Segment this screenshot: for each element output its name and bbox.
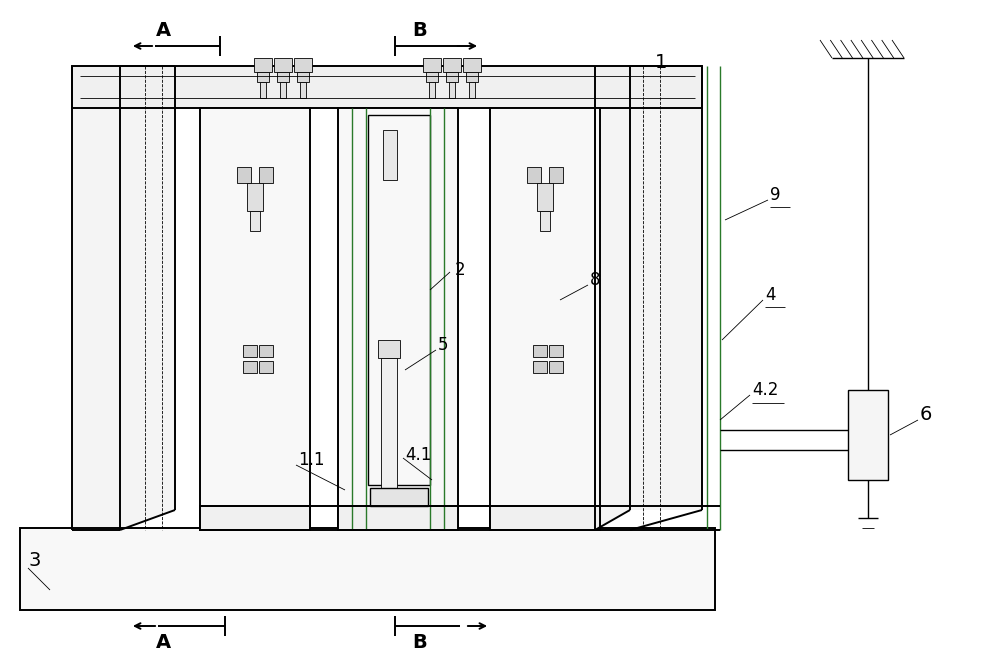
Bar	[449, 82, 455, 98]
Bar	[277, 72, 289, 82]
Bar	[402, 167, 416, 183]
Bar	[254, 58, 272, 72]
Bar	[549, 167, 563, 183]
Bar	[200, 108, 310, 530]
Text: 5: 5	[438, 336, 448, 354]
Bar	[446, 72, 458, 82]
Bar	[393, 211, 403, 231]
Bar	[259, 345, 273, 357]
Bar	[533, 345, 547, 357]
Bar	[274, 58, 292, 72]
Bar	[383, 130, 397, 180]
Bar	[490, 506, 600, 530]
Polygon shape	[72, 66, 175, 530]
Bar	[549, 345, 563, 357]
Bar	[294, 58, 312, 72]
Bar	[259, 167, 273, 183]
Bar	[537, 183, 553, 211]
Bar	[533, 361, 547, 373]
Bar	[200, 506, 310, 530]
Bar	[370, 488, 428, 506]
Bar	[260, 82, 266, 98]
Bar	[243, 345, 257, 357]
Bar	[490, 108, 600, 530]
Bar	[300, 82, 306, 98]
Text: 2: 2	[455, 261, 466, 279]
Bar	[402, 361, 416, 373]
Bar	[378, 340, 400, 358]
Bar	[386, 361, 400, 373]
Bar	[338, 506, 458, 530]
Bar	[423, 58, 441, 72]
Text: A: A	[155, 634, 171, 653]
Text: 4.2: 4.2	[752, 381, 778, 399]
Bar	[72, 66, 702, 108]
Bar	[237, 167, 251, 183]
Bar	[259, 361, 273, 373]
Text: 9: 9	[770, 186, 780, 204]
Bar	[243, 361, 257, 373]
Bar	[390, 183, 406, 211]
Bar	[380, 167, 394, 183]
Text: B: B	[413, 634, 427, 653]
Text: 1.1: 1.1	[298, 451, 324, 469]
Bar	[280, 82, 286, 98]
Bar	[469, 82, 475, 98]
Bar	[527, 167, 541, 183]
Bar	[426, 72, 438, 82]
Text: B: B	[413, 21, 427, 40]
Text: 4: 4	[765, 286, 776, 304]
Bar	[247, 183, 263, 211]
Bar	[463, 58, 481, 72]
Text: 6: 6	[920, 405, 932, 425]
Bar	[250, 211, 260, 231]
Bar	[549, 361, 563, 373]
Text: 1: 1	[655, 52, 667, 71]
Text: A: A	[155, 21, 171, 40]
Polygon shape	[595, 66, 630, 530]
Bar	[386, 345, 400, 357]
Bar	[429, 82, 435, 98]
Bar	[466, 72, 478, 82]
Bar	[338, 108, 458, 530]
Bar	[20, 528, 715, 610]
Text: 4.1: 4.1	[405, 446, 431, 464]
Bar	[540, 211, 550, 231]
Bar	[368, 115, 430, 485]
Bar	[848, 390, 888, 480]
Bar	[297, 72, 309, 82]
Bar	[257, 72, 269, 82]
Polygon shape	[630, 66, 702, 510]
Bar	[443, 58, 461, 72]
Bar	[402, 345, 416, 357]
Text: 3: 3	[28, 550, 40, 569]
Text: 8: 8	[590, 271, 600, 289]
Bar	[381, 358, 397, 488]
